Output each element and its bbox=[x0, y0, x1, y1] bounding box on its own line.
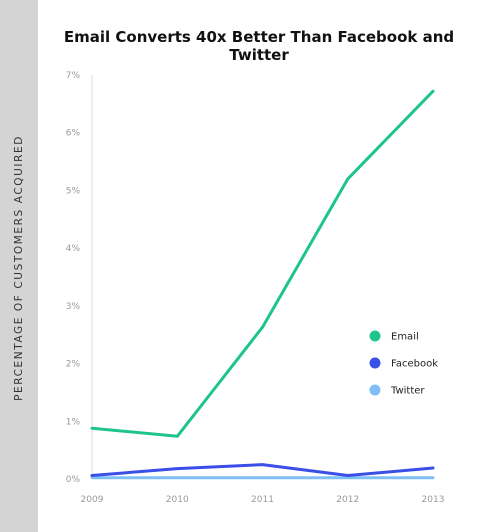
y-tick-label: 5% bbox=[66, 186, 81, 196]
x-tick-label: 2011 bbox=[251, 495, 274, 505]
x-tick-label: 2009 bbox=[81, 495, 104, 505]
legend-label-twitter: Twitter bbox=[390, 386, 425, 397]
legend-marker-facebook bbox=[369, 357, 381, 369]
x-tick-label: 2010 bbox=[166, 495, 189, 505]
series-lines bbox=[90, 89, 435, 480]
legend-label-facebook: Facebook bbox=[391, 359, 438, 370]
y-tick-label: 3% bbox=[66, 302, 81, 312]
y-tick-label: 7% bbox=[66, 71, 81, 81]
y-tick-label: 0% bbox=[66, 475, 81, 485]
legend-label-email: Email bbox=[391, 332, 419, 343]
x-tick-label: 2013 bbox=[422, 495, 445, 505]
y-tick-label: 6% bbox=[66, 129, 81, 139]
email-series-line bbox=[90, 89, 435, 438]
y-tick-label: 2% bbox=[66, 360, 81, 370]
legend: Email Facebook Twitter bbox=[369, 330, 438, 397]
y-tick-labels: 0% 1% 2% 3% 4% 5% 6% 7% bbox=[66, 71, 81, 485]
legend-marker-twitter bbox=[369, 384, 381, 396]
y-axis-band bbox=[0, 0, 38, 532]
y-tick-label: 1% bbox=[66, 417, 81, 427]
legend-marker-email bbox=[369, 330, 381, 342]
x-tick-labels: 2009 2010 2011 2012 2013 bbox=[81, 495, 445, 505]
facebook-series-line bbox=[90, 463, 435, 477]
chart-title: Email Converts 40x Better Than Facebook … bbox=[63, 28, 455, 64]
x-tick-label: 2012 bbox=[336, 495, 359, 505]
y-tick-label: 4% bbox=[66, 244, 81, 254]
